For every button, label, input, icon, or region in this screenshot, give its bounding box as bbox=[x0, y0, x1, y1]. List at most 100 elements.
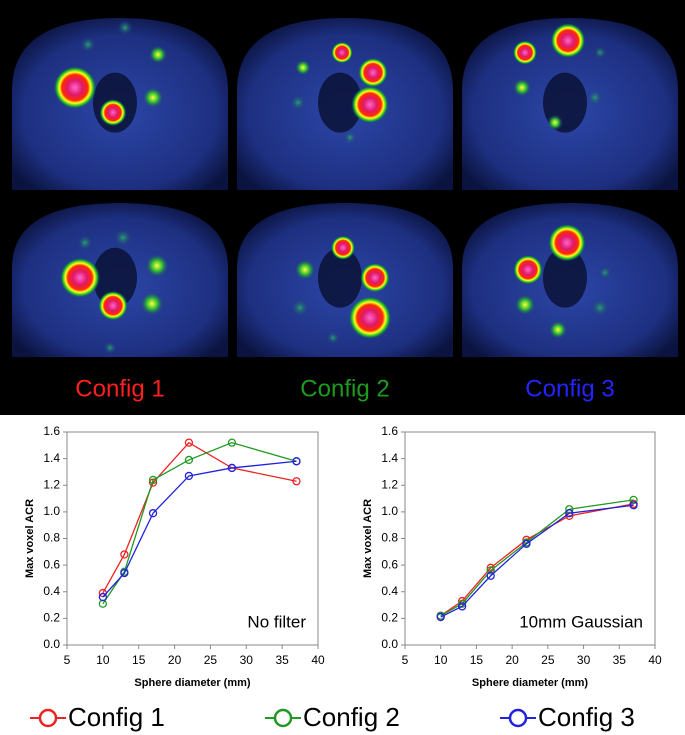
sphere-spot bbox=[76, 234, 94, 251]
marker bbox=[629, 501, 638, 510]
sphere-spot bbox=[550, 23, 586, 59]
x-tick-label: 35 bbox=[613, 653, 627, 667]
x-tick-label: 20 bbox=[505, 653, 519, 667]
sphere-spot bbox=[548, 223, 586, 262]
marker bbox=[565, 509, 574, 518]
y-tick-label: 1.0 bbox=[381, 504, 398, 518]
sphere-spot bbox=[116, 19, 134, 36]
x-tick-label: 10 bbox=[96, 653, 110, 667]
marker bbox=[120, 568, 129, 578]
marker bbox=[184, 438, 194, 447]
x-tick-label: 30 bbox=[577, 653, 591, 667]
y-tick-label: 1.2 bbox=[43, 477, 60, 491]
y-axis-label: Max voxel ACR bbox=[362, 499, 374, 578]
x-tick-label: 20 bbox=[168, 653, 182, 667]
sphere-spot bbox=[148, 45, 168, 65]
marker bbox=[148, 475, 158, 485]
legend-label: Config 2 bbox=[303, 702, 400, 732]
sphere-spot bbox=[142, 86, 164, 109]
sphere-spot bbox=[289, 94, 307, 111]
config-label: Config 3 bbox=[525, 375, 614, 402]
sphere-spot bbox=[331, 41, 353, 64]
y-tick-label: 1.4 bbox=[43, 451, 60, 465]
sphere-spot bbox=[290, 298, 310, 318]
y-tick-label: 0.4 bbox=[43, 584, 60, 598]
sphere-spot bbox=[294, 258, 316, 281]
marker bbox=[292, 477, 301, 486]
x-tick-label: 25 bbox=[204, 653, 218, 667]
x-tick-label: 40 bbox=[311, 653, 325, 667]
legend-label: Config 1 bbox=[68, 702, 165, 732]
x-tick-label: 15 bbox=[470, 653, 484, 667]
legend-label: Config 3 bbox=[538, 702, 635, 732]
marker bbox=[457, 602, 467, 611]
sphere-spot bbox=[79, 36, 97, 53]
sphere-spot bbox=[360, 262, 390, 293]
sphere-spot bbox=[330, 235, 356, 260]
sphere-spot bbox=[358, 57, 388, 88]
sphere-spot bbox=[144, 253, 170, 278]
y-tick-label: 1.4 bbox=[381, 451, 398, 465]
marker bbox=[486, 566, 495, 575]
y-tick-label: 0.0 bbox=[43, 637, 60, 651]
phantom-cavity bbox=[318, 72, 362, 133]
sphere-spot bbox=[348, 296, 392, 340]
sphere-spot bbox=[59, 257, 101, 298]
sphere-spot bbox=[513, 254, 543, 285]
sphere-spot bbox=[590, 298, 610, 318]
phantom-cavity bbox=[93, 247, 137, 308]
sphere-spot bbox=[98, 290, 128, 321]
series-line: Config 3 bbox=[102, 460, 297, 598]
x-axis-label: Sphere diameter (mm) bbox=[472, 677, 588, 689]
y-tick-label: 1.6 bbox=[43, 424, 60, 438]
charts: 0.0 0.2 0.4 0.6 0.8 1.0 1.2 1.4 1.6 5 10 15 20 25 30 35… bbox=[24, 424, 662, 732]
marker bbox=[457, 596, 467, 606]
marker bbox=[148, 509, 158, 518]
x-axis-label: Sphere diameter (mm) bbox=[134, 677, 250, 689]
annotation: 10mm Gaussian bbox=[519, 612, 643, 631]
config-label: Config 1 bbox=[75, 375, 164, 402]
sphere-spot bbox=[586, 89, 604, 106]
marker bbox=[436, 612, 445, 622]
legend-marker bbox=[508, 708, 528, 728]
marker bbox=[292, 457, 301, 466]
marker bbox=[227, 463, 237, 473]
phantom-cavity bbox=[543, 247, 587, 308]
sphere-spot bbox=[512, 40, 538, 65]
sphere-spot bbox=[103, 340, 117, 355]
marker bbox=[184, 455, 194, 465]
phantom-images: Config 1 Config 2 Config 3 bbox=[12, 18, 678, 402]
legend-marker bbox=[38, 708, 58, 728]
phantom-cavity bbox=[318, 247, 362, 308]
marker bbox=[227, 438, 237, 447]
sphere-spot bbox=[139, 291, 165, 316]
sphere-spot bbox=[514, 293, 536, 316]
sphere-spot bbox=[548, 320, 568, 340]
marker bbox=[184, 471, 194, 481]
y-tick-label: 0.0 bbox=[381, 637, 398, 651]
series-line: Config 1 bbox=[102, 441, 297, 594]
y-tick-label: 1.0 bbox=[43, 504, 60, 518]
marker bbox=[629, 495, 638, 505]
sphere-spot bbox=[343, 130, 357, 145]
sphere-spot bbox=[593, 45, 607, 60]
sphere-spot bbox=[326, 330, 340, 345]
x-tick-label: 30 bbox=[240, 653, 254, 667]
series-line: Config 3 bbox=[440, 504, 634, 618]
y-tick-label: 0.8 bbox=[43, 531, 60, 545]
annotation: No filter bbox=[247, 612, 306, 631]
y-tick-label: 0.2 bbox=[381, 611, 398, 625]
sphere-spot bbox=[294, 59, 312, 76]
marker bbox=[457, 599, 467, 608]
marker bbox=[148, 478, 158, 487]
marker bbox=[486, 571, 495, 580]
x-tick-label: 25 bbox=[541, 653, 555, 667]
sphere-spot bbox=[53, 66, 97, 110]
sphere-spot bbox=[351, 85, 389, 124]
x-tick-label: 15 bbox=[132, 653, 146, 667]
series-line: Config 2 bbox=[102, 441, 297, 605]
sphere-spot bbox=[99, 99, 127, 127]
x-tick-label: 40 bbox=[648, 653, 662, 667]
x-tick-label: 5 bbox=[402, 653, 409, 667]
